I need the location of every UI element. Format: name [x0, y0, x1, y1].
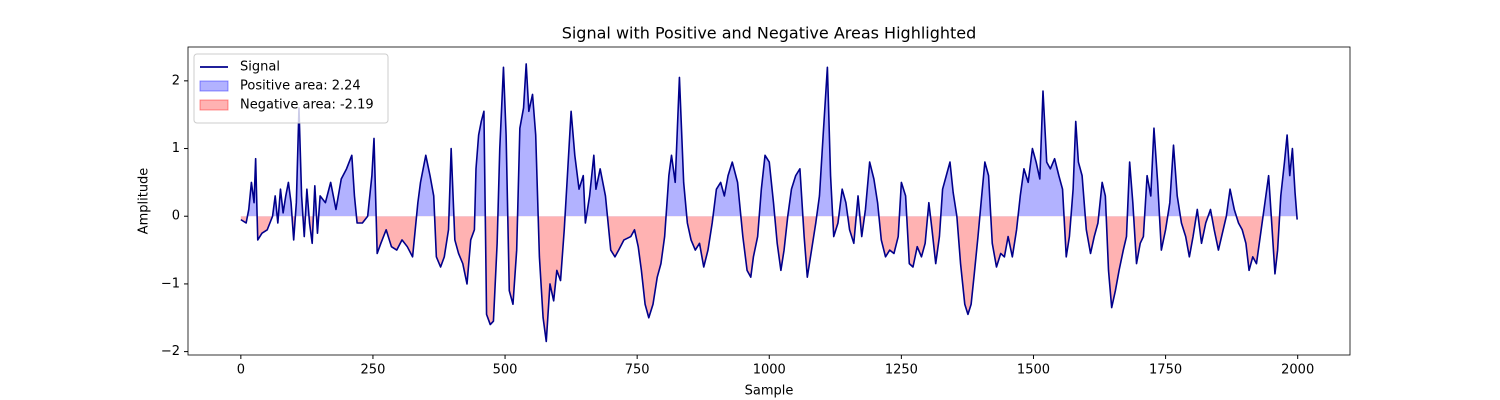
y-axis-label: Amplitude: [137, 168, 152, 235]
y-tick-label: −2: [161, 344, 180, 359]
legend-label: Positive area: 2.24: [240, 79, 361, 94]
legend-label: Negative area: -2.19: [240, 98, 374, 113]
x-tick-label: 750: [625, 363, 650, 378]
y-tick-label: −1: [161, 276, 180, 291]
signal-line: [240, 63, 1298, 343]
y-tick-label: 0: [172, 209, 180, 224]
legend-swatch: [199, 80, 229, 92]
x-tick-label: 1500: [1017, 363, 1050, 378]
fill-area: [240, 216, 1298, 342]
y-tick-label: 1: [172, 141, 180, 156]
x-tick-label: 250: [361, 363, 386, 378]
chart-title: Signal with Positive and Negative Areas …: [562, 24, 977, 43]
legend-swatch: [199, 99, 229, 111]
x-tick-label: 0: [237, 363, 245, 378]
y-tick-label: 2: [172, 73, 180, 88]
x-tick-label: 1250: [885, 363, 918, 378]
x-tick-label: 2000: [1281, 363, 1314, 378]
plot-frame: [187, 46, 1351, 356]
fill-area: [247, 63, 1297, 217]
x-tick-label: 1000: [753, 363, 786, 378]
x-axis-label: Sample: [745, 384, 794, 399]
legend-box: [193, 53, 389, 124]
x-tick-label: 500: [493, 363, 518, 378]
legend-label: Signal: [240, 60, 280, 75]
x-tick-label: 1750: [1149, 363, 1182, 378]
